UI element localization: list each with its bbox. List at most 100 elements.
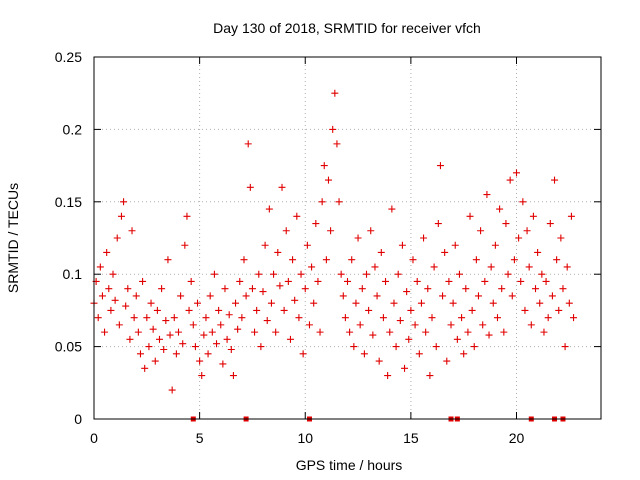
data-point [289, 256, 297, 264]
data-point [396, 317, 404, 325]
data-point [365, 306, 373, 314]
data-point [263, 317, 271, 325]
data-point [305, 321, 313, 329]
data-point [532, 285, 540, 293]
data-point [559, 285, 567, 293]
data-point [143, 314, 151, 322]
data-point [111, 296, 119, 304]
data-point [151, 357, 159, 365]
data-point [331, 89, 339, 97]
data-point [409, 256, 417, 264]
data-point [208, 328, 216, 336]
data-point [213, 340, 221, 348]
data-point [538, 270, 546, 278]
data-point [561, 343, 569, 351]
data-point [202, 314, 210, 322]
data-point [390, 299, 398, 307]
data-point [278, 183, 286, 191]
data-point [219, 360, 227, 368]
data-point [466, 212, 474, 220]
plot-frame [93, 56, 602, 420]
data-point [341, 314, 349, 322]
data-point [477, 227, 485, 235]
data-point [403, 288, 411, 296]
data-point [542, 277, 550, 285]
data-point [523, 227, 531, 235]
data-point [333, 140, 341, 148]
data-point [128, 227, 136, 235]
data-point [398, 241, 406, 249]
data-point [109, 270, 117, 278]
data-point [491, 241, 499, 249]
data-point [303, 241, 311, 249]
data-point [377, 248, 385, 256]
data-point [223, 335, 231, 343]
data-point [324, 176, 332, 184]
data-point [139, 277, 147, 285]
data-point [242, 292, 250, 300]
data-point [358, 285, 366, 293]
data-point [508, 292, 516, 300]
data-point [274, 248, 282, 256]
data-point [513, 169, 520, 177]
data-point [485, 331, 493, 339]
data-point [297, 270, 305, 278]
data-point [392, 343, 400, 351]
data-point [504, 270, 512, 278]
data-points [90, 89, 578, 394]
data-point [155, 335, 163, 343]
data-point [506, 176, 514, 184]
data-point [280, 306, 288, 314]
data-point [493, 314, 501, 322]
tick-labels: 0 5 10 15 20 0 0.05 0.1 0.15 0.2 0.25 [55, 49, 525, 446]
data-point [551, 176, 559, 184]
data-point [101, 328, 109, 336]
data-point [149, 325, 157, 333]
data-point [460, 350, 468, 358]
y-tick-label: 0.1 [63, 266, 83, 282]
data-point [284, 277, 292, 285]
data-point [310, 299, 318, 307]
data-point [238, 314, 246, 322]
data-point [470, 343, 478, 351]
grid [94, 57, 601, 419]
x-tick-label: 5 [196, 430, 204, 446]
data-point [170, 314, 178, 322]
data-point [168, 386, 176, 394]
data-point [544, 314, 552, 322]
data-point [472, 256, 480, 264]
data-point [191, 343, 199, 351]
data-point [270, 270, 278, 278]
data-point [521, 306, 529, 314]
data-point [132, 292, 140, 300]
data-point [407, 306, 415, 314]
data-point [172, 350, 180, 358]
data-point [234, 325, 242, 333]
data-point [517, 277, 525, 285]
data-point [248, 285, 256, 293]
data-point [417, 299, 425, 307]
data-point [394, 270, 402, 278]
y-tick-label: 0.15 [55, 194, 82, 210]
data-point [185, 306, 193, 314]
data-point [529, 212, 537, 220]
data-point [386, 328, 394, 336]
data-point [487, 263, 495, 271]
data-point [498, 285, 506, 293]
data-point [189, 321, 197, 329]
data-point [276, 282, 284, 290]
data-point [329, 125, 337, 133]
data-point [536, 299, 544, 307]
data-point [147, 299, 155, 307]
data-point [177, 292, 185, 300]
data-point [291, 296, 299, 304]
data-point [563, 263, 571, 271]
data-point [282, 227, 290, 235]
data-point [153, 306, 161, 314]
data-point [316, 328, 324, 336]
data-point [413, 277, 421, 285]
data-point [327, 227, 335, 235]
data-point [335, 198, 343, 206]
x-tick-label: 20 [509, 430, 525, 446]
data-point [344, 277, 351, 285]
